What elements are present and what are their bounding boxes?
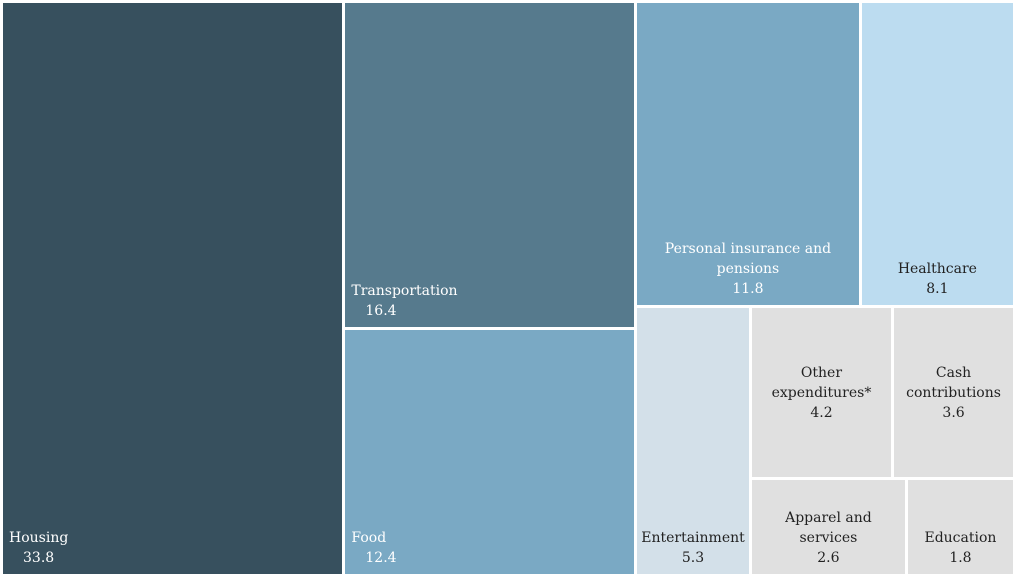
treemap-label: Other expenditures* 4.2 [752,363,891,423]
treemap-label: Food 12.4 [345,528,634,568]
treemap-label: Healthcare 8.1 [862,259,1013,299]
treemap-value-label: 8.1 [926,281,949,298]
treemap-value-label: 1.8 [949,549,972,566]
treemap-category-label: Food [351,529,387,546]
treemap-cell-transportation: Transportation 16.4 [345,3,635,327]
treemap-value-label: 2.6 [817,549,840,566]
treemap-category-label: contributions [906,384,1001,401]
treemap-value-label: 16.4 [365,302,397,319]
treemap-value-label: 11.8 [732,281,764,298]
treemap-cell-apparel-and-services: Apparel and services 2.6 [751,480,905,574]
treemap-category-label: pensions [716,261,780,278]
treemap-category-label: Transportation [351,282,458,299]
treemap-value-label: 12.4 [365,549,397,566]
treemap-category-label: Education [924,529,997,546]
treemap-category-label: services [799,529,858,546]
treemap-label: Housing 33.8 [3,528,342,568]
treemap-cell-education: Education 1.8 [907,480,1013,574]
treemap-label: Transportation 16.4 [345,281,634,321]
treemap-value-label: 4.2 [810,404,833,421]
treemap-category-label: Housing [9,530,69,546]
treemap-cell-personal-insurance-and-pensions: Personal insurance and pensions 11.8 [637,3,859,306]
treemap-label: Personal insurance and pensions 11.8 [637,239,859,299]
treemap-label: Apparel and services 2.6 [752,508,905,568]
treemap-cell-food: Food 12.4 [345,329,635,574]
treemap-category-label: Personal insurance and [664,241,832,258]
treemap-label: Cash contributions 3.6 [894,363,1013,423]
treemap-category-label: Other [800,364,843,381]
treemap-value-label: 33.8 [23,550,55,566]
treemap-value-label: 5.3 [681,549,705,566]
treemap-category-label: Entertainment [641,529,745,546]
treemap-label: Entertainment 5.3 [637,528,749,568]
treemap-category-label: Cash [935,364,972,381]
treemap-value-label: 3.6 [942,404,965,421]
treemap-category-label: Apparel and [785,509,872,526]
treemap-category-label: Healthcare [897,261,977,278]
treemap-cell-cash-contributions: Cash contributions 3.6 [894,308,1013,478]
treemap-label: Education 1.8 [908,528,1013,568]
treemap-cell-entertainment: Entertainment 5.3 [637,308,749,574]
treemap-cell-housing: Housing 33.8 [3,3,343,574]
treemap-cell-other-expenditures: Other expenditures* 4.2 [751,308,892,478]
treemap-category-label: expenditures* [771,384,872,401]
treemap-cell-healthcare: Healthcare 8.1 [861,3,1013,306]
